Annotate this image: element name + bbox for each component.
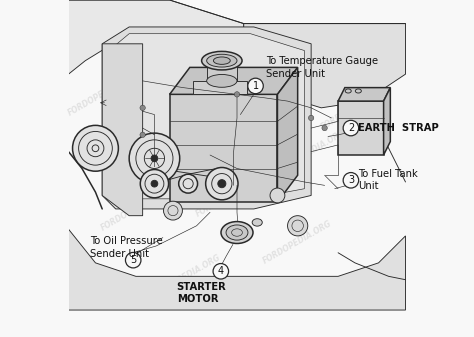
Polygon shape: [383, 88, 390, 155]
Circle shape: [288, 216, 308, 236]
Circle shape: [126, 252, 141, 268]
Circle shape: [206, 167, 238, 200]
Ellipse shape: [207, 74, 237, 87]
Text: 5: 5: [130, 255, 137, 265]
Polygon shape: [244, 24, 405, 108]
Ellipse shape: [221, 222, 253, 243]
Ellipse shape: [226, 225, 248, 240]
Circle shape: [151, 180, 158, 187]
Polygon shape: [69, 0, 244, 74]
Circle shape: [140, 132, 146, 137]
Text: FORDOPEDIA.ORG: FORDOPEDIA.ORG: [150, 253, 222, 300]
Ellipse shape: [252, 219, 262, 226]
Circle shape: [218, 180, 226, 188]
Text: FORDOPEDIA.ORG: FORDOPEDIA.ORG: [194, 172, 266, 219]
Text: EARTH  STRAP: EARTH STRAP: [358, 123, 438, 133]
Text: 3: 3: [348, 175, 354, 185]
Circle shape: [248, 78, 263, 94]
Polygon shape: [109, 34, 304, 199]
Text: FORDOPEDIA.ORG: FORDOPEDIA.ORG: [218, 84, 290, 131]
Text: 4: 4: [218, 266, 224, 276]
Polygon shape: [338, 88, 390, 101]
Circle shape: [179, 174, 198, 193]
Polygon shape: [338, 101, 383, 155]
Text: To Oil Pressure
Sender Unit: To Oil Pressure Sender Unit: [91, 237, 163, 259]
Ellipse shape: [207, 54, 237, 67]
Text: FORDOPEDIA.ORG: FORDOPEDIA.ORG: [319, 84, 391, 131]
Circle shape: [73, 125, 118, 171]
Circle shape: [343, 120, 359, 136]
Circle shape: [270, 188, 285, 203]
Polygon shape: [170, 94, 277, 202]
Text: FORDOPEDIA.ORG: FORDOPEDIA.ORG: [262, 219, 334, 266]
Circle shape: [322, 125, 328, 131]
Text: FORDOPEDIA.ORG: FORDOPEDIA.ORG: [140, 111, 212, 158]
Ellipse shape: [356, 89, 361, 93]
Text: FORDOPEDIA.ORG: FORDOPEDIA.ORG: [100, 185, 172, 233]
Polygon shape: [277, 67, 298, 202]
Polygon shape: [193, 81, 247, 94]
Ellipse shape: [345, 89, 351, 93]
Circle shape: [309, 115, 314, 121]
Circle shape: [140, 105, 146, 111]
Polygon shape: [69, 229, 405, 310]
Text: 1: 1: [253, 81, 259, 91]
Circle shape: [129, 133, 180, 184]
Text: FORDOPEDIA.ORG: FORDOPEDIA.ORG: [275, 128, 347, 175]
Polygon shape: [102, 27, 311, 209]
Circle shape: [151, 155, 158, 162]
Polygon shape: [207, 61, 237, 81]
Text: To Temperature Gauge
Sender Unit: To Temperature Gauge Sender Unit: [265, 56, 378, 79]
Text: FORDOPEDIA.ORG: FORDOPEDIA.ORG: [66, 71, 138, 118]
Circle shape: [140, 170, 169, 198]
Polygon shape: [170, 67, 298, 94]
Text: 2: 2: [348, 123, 354, 133]
Ellipse shape: [201, 52, 242, 70]
Ellipse shape: [213, 57, 230, 64]
Circle shape: [234, 92, 240, 97]
Text: STARTER
MOTOR: STARTER MOTOR: [177, 282, 227, 304]
Circle shape: [213, 264, 228, 279]
Text: To Fuel Tank
Unit: To Fuel Tank Unit: [358, 169, 418, 191]
Polygon shape: [102, 44, 143, 216]
Circle shape: [164, 201, 182, 220]
Circle shape: [343, 173, 359, 188]
